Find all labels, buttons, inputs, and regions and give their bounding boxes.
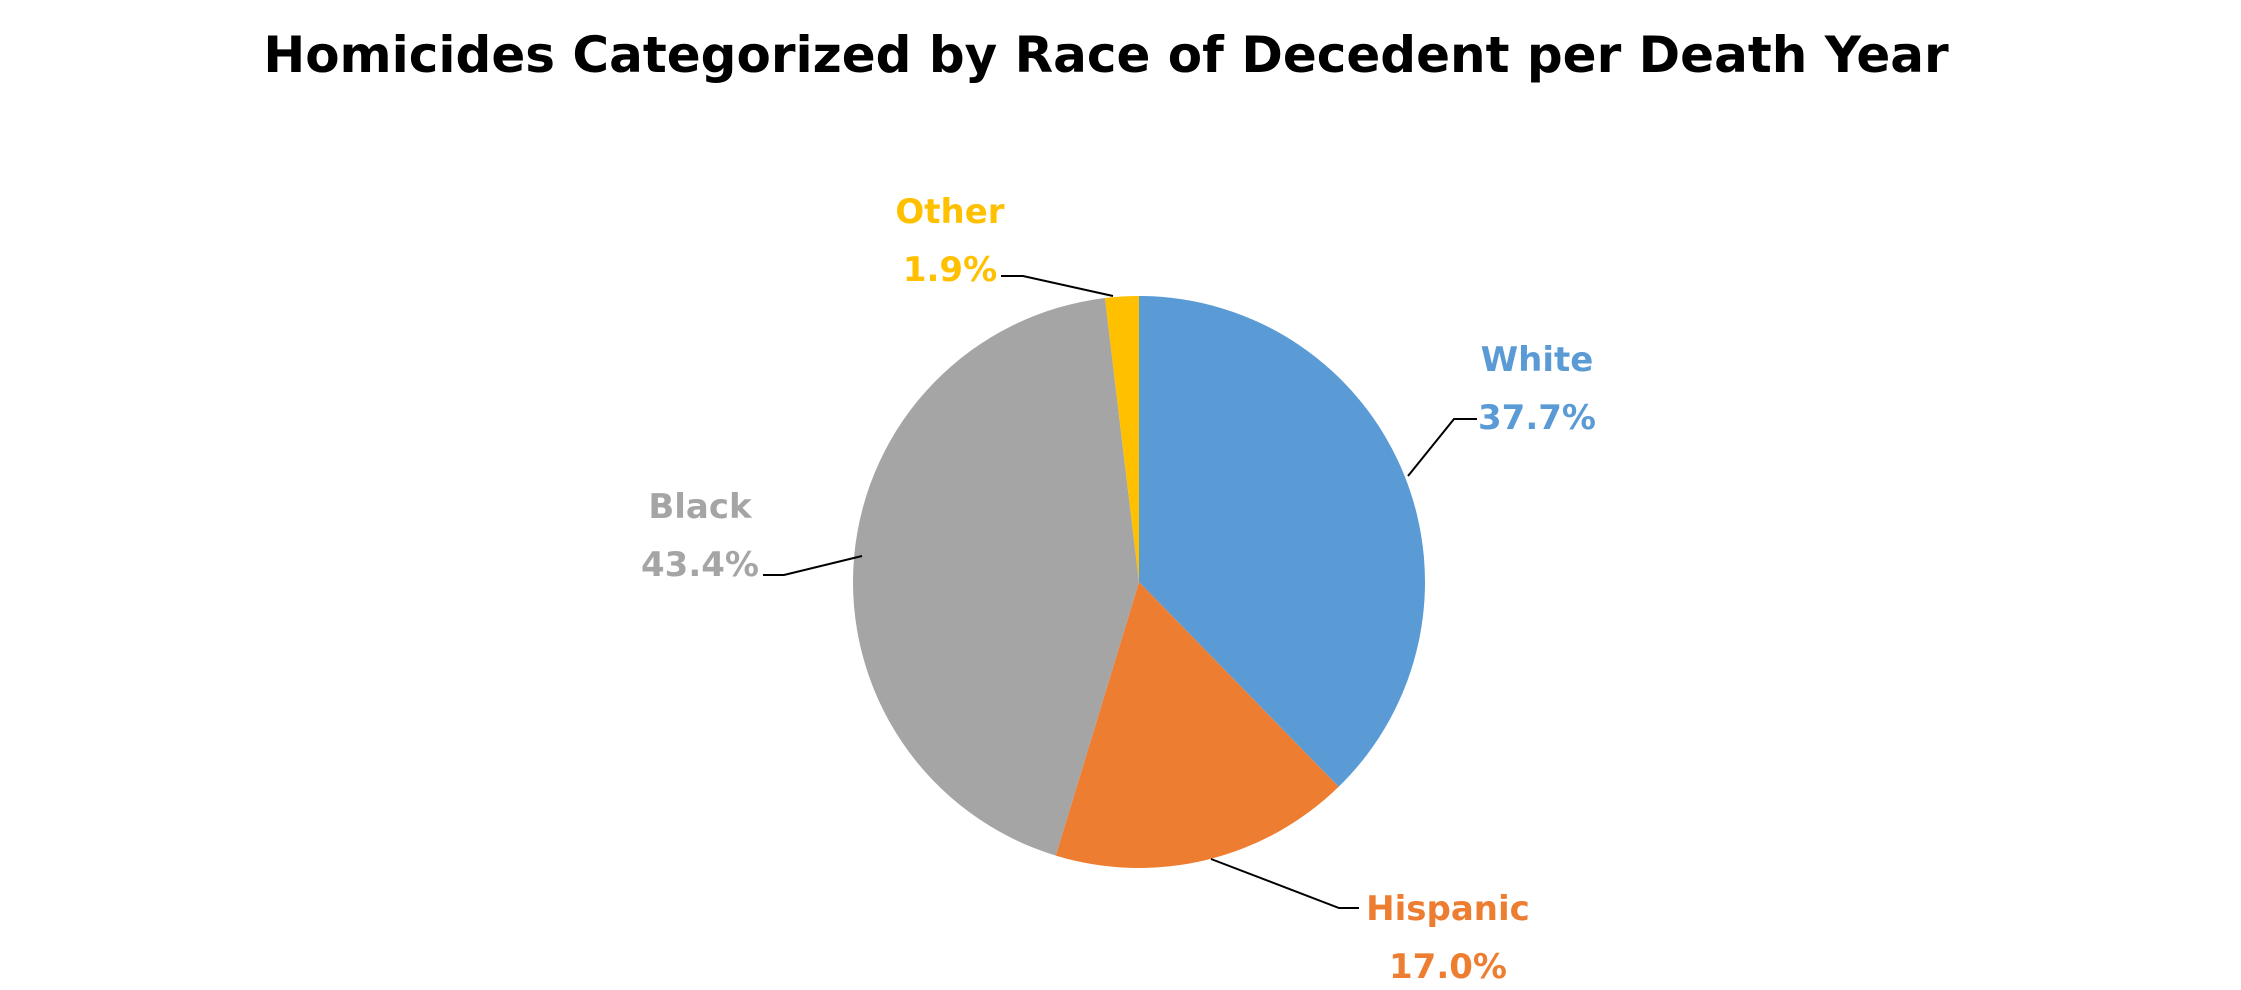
pie-slice-black bbox=[853, 298, 1139, 856]
leader-line-other bbox=[1001, 275, 1114, 297]
leader-line-white bbox=[1407, 418, 1477, 477]
pie-slice-other bbox=[1104, 296, 1139, 582]
chart-title: Homicides Categorized by Race of Deceden… bbox=[263, 26, 1949, 84]
data-label-white-label: 37.7% bbox=[1478, 398, 1596, 438]
leader-line-black bbox=[763, 555, 863, 576]
data-label-black-label: 43.4% bbox=[641, 545, 759, 585]
data-label-hispanic-label: 17.0% bbox=[1389, 947, 1507, 987]
data-label-black-name: Black bbox=[648, 487, 753, 527]
data-label-other-name: Other bbox=[895, 192, 1004, 232]
data-label-white-name: White bbox=[1481, 340, 1594, 380]
pie-slice-white bbox=[1139, 296, 1425, 787]
leader-line-hispanic bbox=[1210, 858, 1359, 909]
data-label-hispanic-name: Hispanic bbox=[1366, 889, 1530, 929]
pie-slice-hispanic bbox=[1055, 582, 1339, 868]
data-label-other-label: 1.9% bbox=[903, 250, 997, 290]
